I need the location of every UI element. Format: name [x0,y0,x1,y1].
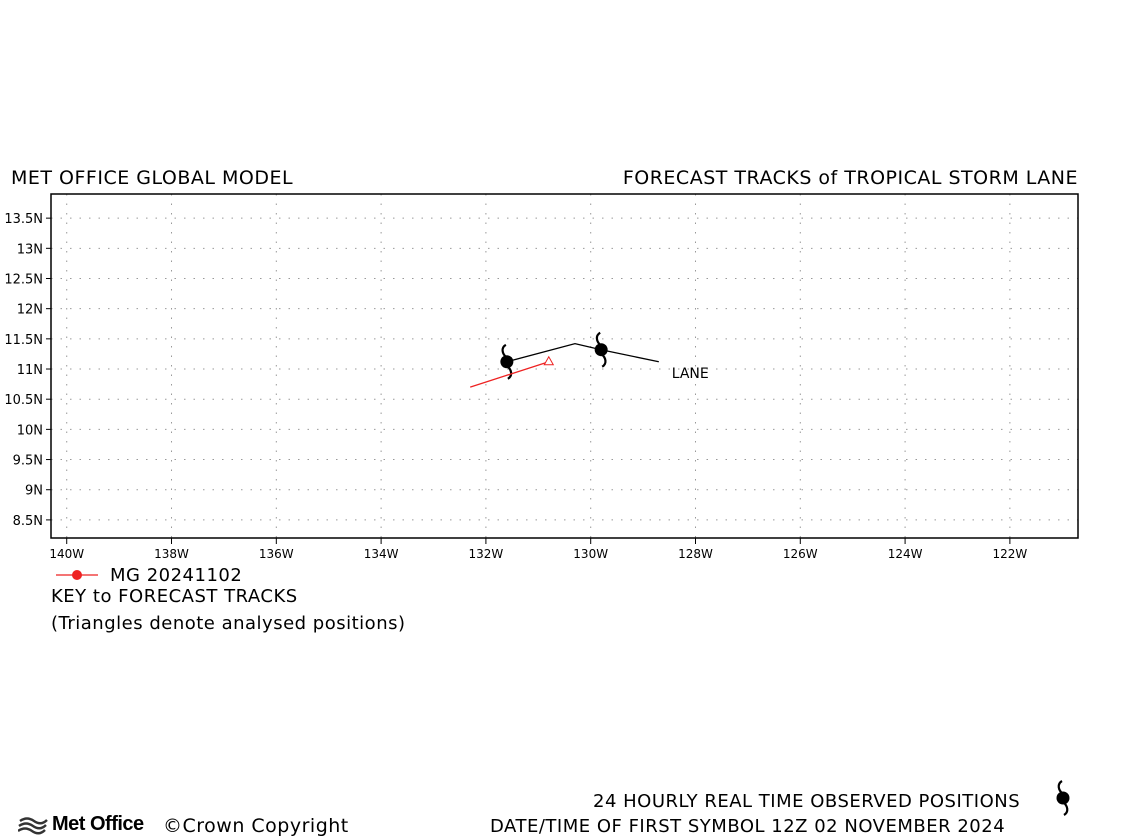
y-tick-label: 8.5N [13,514,43,529]
legend-entry-label: MG 20241102 [110,565,243,586]
y-tick-label: 11N [17,363,43,378]
x-tick-label: 140W [49,547,84,561]
met-office-logo-text: Met Office [52,813,144,835]
x-tick-label: 128W [678,547,713,561]
y-tick-label: 10.5N [4,393,43,408]
model-title: MET OFFICE GLOBAL MODEL [11,167,294,189]
x-tick-label: 126W [783,547,818,561]
analysed-position-triangle [543,355,555,366]
y-tick-label: 13.5N [4,212,43,227]
legend-marker [72,570,82,580]
x-tick-label: 134W [364,547,399,561]
key-title: KEY to FORECAST TRACKS [51,586,298,607]
x-tick-label: 130W [573,547,608,561]
copyright-notice: ©Crown Copyright [163,815,349,837]
storm-name-label: LANE [672,366,709,382]
first-symbol-datetime: DATE/TIME OF FIRST SYMBOL 12Z 02 NOVEMBE… [490,816,1006,837]
y-tick-label: 9N [25,484,43,499]
observed-positions-label: 24 HOURLY REAL TIME OBSERVED POSITIONS [593,791,1021,812]
met-office-logo: Met Office [18,813,144,836]
plot-frame [50,193,1079,539]
track-line [506,343,659,363]
key-note: (Triangles denote analysed positions) [51,613,406,634]
x-tick-label: 138W [154,547,189,561]
y-tick-label: 9.5N [13,454,43,469]
cyclone-icon [1055,779,1071,817]
y-tick-label: 12.5N [4,272,43,287]
x-tick-label: 132W [469,547,504,561]
chart-title: FORECAST TRACKS of TROPICAL STORM LANE [622,167,1078,189]
y-tick-label: 11.5N [4,333,43,348]
x-tick-label: 122W [992,547,1027,561]
met-office-logo-icon [18,816,48,834]
x-tick-label: 124W [888,547,923,561]
y-tick-label: 13N [17,242,43,257]
y-tick-label: 12N [17,303,43,318]
x-tick-label: 136W [259,547,294,561]
y-tick-label: 10N [17,423,43,438]
storm-symbol-marker [593,331,609,368]
track-line [469,361,549,388]
